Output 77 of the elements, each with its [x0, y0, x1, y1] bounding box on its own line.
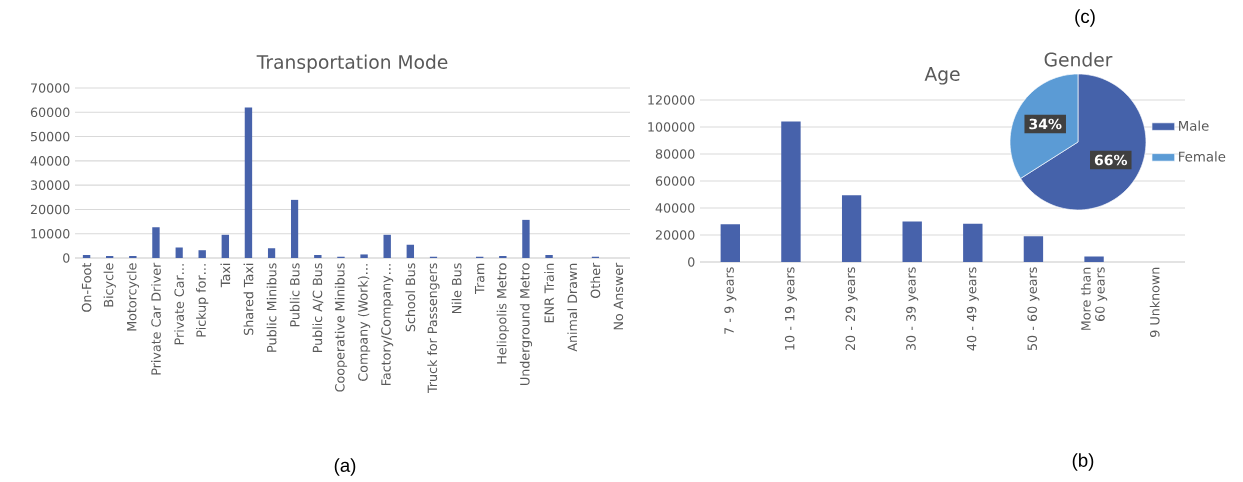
x-tick-label: Factory/Company… — [381, 264, 394, 385]
x-tick-label: Public Minibus — [266, 263, 277, 352]
y-tick-label: 100000 — [648, 122, 695, 132]
x-tick-label: On-Foot — [81, 262, 92, 312]
x-tick-label: 10 - 19 years — [784, 267, 797, 350]
x-tick-label: Public Bus — [289, 263, 300, 327]
x-tick-label: Truck for Passengers — [427, 263, 440, 394]
x-tick-label: Animal Drawn — [567, 263, 578, 352]
x-tick-label: Tram — [474, 263, 485, 294]
bar — [383, 234, 391, 258]
y-tick-label: 40000 — [655, 203, 695, 213]
x-tick-label: Nile Bus — [451, 263, 462, 314]
legend-label: Male — [1179, 120, 1209, 131]
y-tick-label: 30000 — [30, 180, 70, 190]
chart-title: Age — [924, 67, 960, 85]
bar — [314, 255, 322, 258]
bar — [781, 121, 801, 262]
x-tick-label: Bicycle — [103, 263, 116, 307]
bar — [406, 244, 415, 258]
x-tick-label: Taxi — [220, 263, 231, 288]
bar — [221, 234, 230, 258]
x-tick-label: ENR Train — [544, 263, 554, 323]
x-tick-label: Public A/C Bus — [312, 263, 324, 353]
y-tick-label: 60000 — [30, 107, 70, 118]
y-tick-label: 10000 — [31, 228, 70, 239]
bar — [1084, 256, 1104, 262]
bar — [902, 221, 922, 262]
bar — [963, 223, 983, 262]
text: (c) — [1075, 9, 1095, 27]
y-tick-label: 40000 — [30, 156, 70, 166]
bar — [720, 224, 741, 262]
x-tick-label: Motorcycle — [126, 263, 139, 331]
x-tick-label: Pickup for… — [196, 264, 209, 337]
x-tick-label: Private Car Driver — [151, 262, 161, 375]
x-tick-label: 7 - 9 years — [724, 267, 737, 334]
y-tick-label: 20000 — [30, 204, 70, 215]
bar — [545, 255, 553, 258]
bar — [267, 248, 276, 258]
y-tick-label: 0 — [688, 257, 695, 267]
x-tick-label: Cooperative Minibus — [334, 263, 348, 392]
bar — [522, 219, 530, 258]
x-tick-label: No Answer — [613, 262, 624, 330]
x-tick-label: 50 - 60 years — [1027, 267, 1040, 351]
x-tick-label: 40 - 49 years — [966, 267, 979, 351]
bar — [244, 107, 253, 258]
data-label: 66% — [1094, 154, 1128, 166]
x-tick-label: School Bus — [405, 263, 416, 332]
y-tick-label: 60000 — [655, 176, 695, 186]
x-tick-label: Shared Taxi — [243, 263, 254, 335]
bar — [198, 250, 206, 258]
x-tick-label: Other — [590, 262, 601, 298]
text: (b) — [1072, 453, 1094, 471]
y-tick-label: 120000 — [648, 95, 695, 105]
x-tick-label: 20 - 29 years — [845, 267, 858, 351]
bar — [291, 199, 299, 258]
bar — [152, 227, 160, 258]
y-tick-label: 50000 — [31, 131, 70, 142]
y-tick-label: 0 — [63, 253, 70, 263]
x-tick-label: 30 - 39 years — [906, 267, 919, 351]
x-tick-label: Company (Work)… — [357, 264, 371, 381]
y-tick-label: 20000 — [655, 230, 695, 240]
x-tick-label: Underground Metro — [519, 263, 533, 385]
bar — [175, 247, 183, 258]
bar — [841, 195, 862, 262]
x-tick-label: Private Car… — [174, 264, 184, 345]
chart-title: Transportation Mode — [256, 54, 448, 73]
x-tick-label: More than 60 years — [1080, 267, 1108, 330]
y-tick-label: 80000 — [655, 149, 695, 159]
bar — [82, 255, 91, 258]
data-label: 34% — [1029, 118, 1062, 130]
chart-title: Gender — [1044, 52, 1113, 67]
y-tick-label: 70000 — [31, 83, 70, 93]
legend-label: Female — [1179, 151, 1226, 162]
x-tick-label: Heliopolis Metro — [496, 263, 509, 364]
bar — [1023, 236, 1044, 262]
text: (a) — [334, 458, 356, 476]
x-tick-label: 9 Unknown — [1149, 267, 1160, 337]
